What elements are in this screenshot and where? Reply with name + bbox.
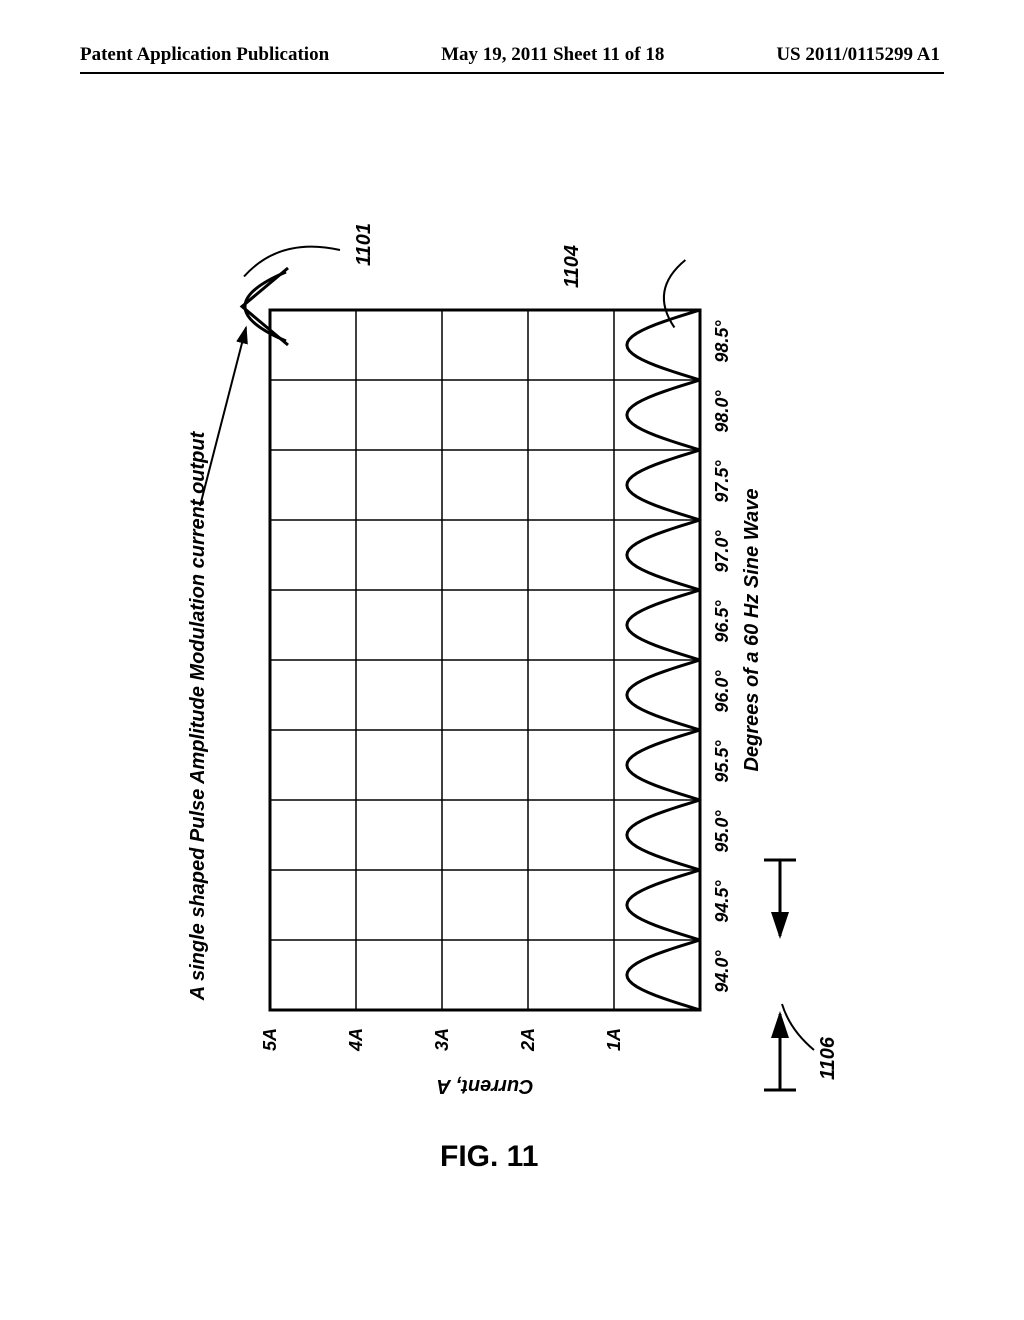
header-rule xyxy=(80,72,944,74)
header-left: Patent Application Publication xyxy=(80,44,329,66)
chart-title: A single shaped Pulse Amplitude Modulati… xyxy=(187,430,209,1001)
y-axis-label: Current, A xyxy=(436,1075,533,1097)
x-tick: 95.0° xyxy=(712,810,732,853)
header-right: US 2011/0115299 A1 xyxy=(776,44,940,66)
y-tick: 4A xyxy=(346,1028,366,1052)
ref-1104: 1104 xyxy=(561,245,583,288)
x-axis-label: Degrees of a 60 Hz Sine Wave xyxy=(741,488,763,771)
x-tick: 95.5° xyxy=(712,740,732,783)
y-tick: 5A xyxy=(260,1028,280,1051)
x-tick: 96.5° xyxy=(712,600,732,643)
x-tick: 98.5° xyxy=(712,320,732,363)
y-tick: 1A xyxy=(604,1028,624,1051)
figure-svg: 1101 1A 2A 3A 4A 5A 94.0° 94.5° 95.0° 95.5° 96.0° 9… xyxy=(100,160,920,1180)
page-header: Patent Application Publication May 19, 2… xyxy=(0,44,1024,66)
x-tick: 97.5° xyxy=(712,460,732,503)
x-tick: 94.5° xyxy=(712,880,732,923)
x-tick: 94.0° xyxy=(712,950,732,993)
ref-1106: 1106 xyxy=(817,1036,839,1080)
svg-text:1101: 1101 xyxy=(353,223,375,266)
y-tick: 3A xyxy=(432,1028,452,1051)
figure-caption: FIG. 11 xyxy=(440,1140,538,1174)
x-tick: 96.0° xyxy=(712,670,732,713)
x-tick: 98.0° xyxy=(712,390,732,433)
y-tick: 2A xyxy=(518,1028,538,1052)
header-center: May 19, 2011 Sheet 11 of 18 xyxy=(441,44,664,66)
x-tick: 97.0° xyxy=(712,530,732,573)
figure-area: 1101 1A 2A 3A 4A 5A 94.0° 94.5° 95.0° 95.5° 96.0° 9… xyxy=(100,160,920,1180)
